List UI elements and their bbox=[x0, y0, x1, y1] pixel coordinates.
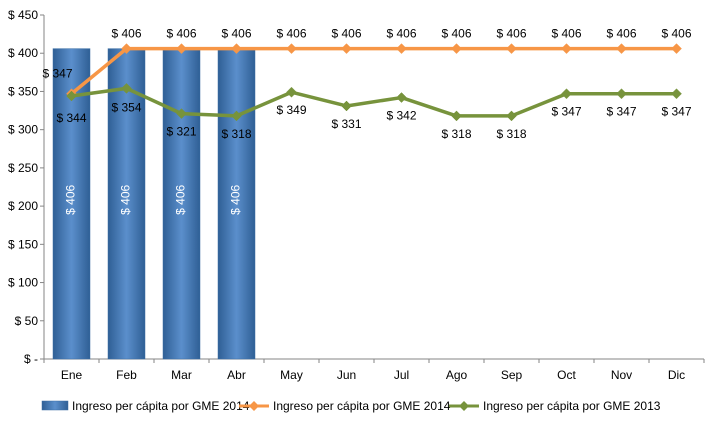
series-marker bbox=[121, 83, 132, 94]
legend-label: Ingreso per cápita por GME 2013 bbox=[483, 399, 661, 413]
x-tick-label: Sep bbox=[501, 368, 523, 382]
line-data-label: $ 349 bbox=[276, 103, 306, 117]
series-marker bbox=[616, 88, 627, 100]
series-line bbox=[70, 46, 677, 96]
x-tick-label: Mar bbox=[171, 368, 192, 382]
line-data-label: $ 347 bbox=[551, 105, 581, 119]
x-tick-label: Jun bbox=[337, 368, 356, 382]
bar bbox=[107, 48, 146, 360]
y-tick-label: $ 150 bbox=[8, 237, 38, 251]
x-tick-label: May bbox=[280, 368, 303, 382]
series-marker bbox=[396, 43, 407, 54]
line-data-label: $ 342 bbox=[386, 109, 416, 123]
series-marker bbox=[231, 110, 242, 122]
series-marker bbox=[616, 43, 627, 54]
axes: $ - $ 50 $ 100 $ 150 $ 200 $ 250 $ 300 $ 350 $ 4… bbox=[8, 8, 705, 382]
x-tick-label: Dic bbox=[668, 368, 685, 382]
y-tick-label: $ - bbox=[24, 352, 38, 366]
series-marker bbox=[671, 43, 682, 54]
series-marker bbox=[561, 88, 572, 100]
series-marker bbox=[396, 92, 407, 103]
x-tick-label: Abr bbox=[227, 368, 246, 382]
series-marker bbox=[176, 108, 187, 119]
series-marker bbox=[451, 43, 462, 54]
series-marker bbox=[561, 43, 572, 54]
legend-label: Ingreso per cápita por GME 2014 bbox=[273, 399, 451, 413]
line-data-label: $ 406 bbox=[386, 27, 416, 41]
x-tick-label: Ene bbox=[61, 368, 83, 382]
legend-label: Ingreso per cápita por GME 2014 bbox=[72, 399, 250, 413]
series-marker bbox=[671, 88, 682, 100]
series-marker bbox=[66, 90, 77, 102]
legend: Ingreso per cápita por GME 2014 Ingreso p… bbox=[41, 399, 661, 413]
y-tick-label: $ 50 bbox=[15, 314, 39, 328]
line-data-label: $ 354 bbox=[111, 100, 141, 114]
bar-data-label: $ 406 bbox=[64, 184, 78, 214]
series-marker bbox=[121, 43, 132, 54]
line-data-label: $ 406 bbox=[661, 27, 691, 41]
x-tick-label: Feb bbox=[116, 368, 137, 382]
series-marker bbox=[506, 110, 517, 122]
y-tick-label: $ 450 bbox=[8, 8, 38, 22]
legend-item: Ingreso per cápita por GME 2014 bbox=[239, 399, 451, 413]
legend-item: Ingreso per cápita por GME 2014 bbox=[41, 399, 250, 413]
y-tick-label: $ 250 bbox=[8, 161, 38, 175]
line-data-label: $ 347 bbox=[661, 105, 691, 119]
y-tick-label: $ 300 bbox=[8, 123, 38, 137]
series-marker bbox=[286, 86, 297, 98]
x-tick-label: Ago bbox=[446, 368, 468, 382]
bar-data-label: $ 406 bbox=[174, 184, 188, 214]
series-marker bbox=[286, 43, 297, 54]
line-data-label: $ 406 bbox=[221, 27, 251, 41]
bar bbox=[162, 48, 201, 360]
series-line bbox=[71, 86, 677, 118]
line-data-label: $ 318 bbox=[221, 127, 251, 141]
y-tick-label: $ 100 bbox=[8, 276, 38, 290]
series-marker bbox=[231, 43, 242, 54]
series-marker bbox=[341, 100, 352, 112]
line-data-label: $ 406 bbox=[276, 27, 306, 41]
line-data-label: $ 331 bbox=[331, 117, 361, 131]
series-marker bbox=[341, 43, 352, 54]
x-tick-label: Nov bbox=[611, 368, 632, 382]
line-data-label: $ 406 bbox=[331, 27, 361, 41]
legend-marker bbox=[459, 401, 469, 411]
bar-data-label: $ 406 bbox=[119, 184, 133, 214]
line-data-label: $ 406 bbox=[441, 27, 471, 41]
series-marker bbox=[506, 43, 517, 54]
line-data-label: $ 318 bbox=[496, 127, 526, 141]
line-series: $ 347 $ 406 $ 406 $ 406 $ 406 $ 406 $ 406 $ 406… bbox=[42, 27, 691, 141]
line-data-label: $ 321 bbox=[166, 125, 196, 139]
x-tick-label: Jul bbox=[394, 368, 409, 382]
line-data-label: $ 406 bbox=[496, 27, 526, 41]
y-tick-label: $ 350 bbox=[8, 84, 38, 98]
line-data-label: $ 406 bbox=[166, 27, 196, 41]
series-marker bbox=[176, 43, 187, 54]
line-data-label: $ 318 bbox=[441, 127, 471, 141]
legend-marker bbox=[249, 401, 259, 411]
line-data-label: $ 347 bbox=[42, 67, 72, 81]
line-data-label: $ 406 bbox=[111, 27, 141, 41]
bar-series: $ 406 $ 406 $ 406 $ 406 bbox=[52, 48, 256, 360]
line-data-label: $ 406 bbox=[551, 27, 581, 41]
y-tick-label: $ 400 bbox=[8, 46, 38, 60]
bar-data-label: $ 406 bbox=[229, 184, 243, 214]
x-tick-label: Oct bbox=[557, 368, 576, 382]
line-data-label: $ 406 bbox=[606, 27, 636, 41]
legend-swatch bbox=[41, 400, 69, 411]
line-data-label: $ 344 bbox=[56, 111, 86, 125]
legend-item: Ingreso per cápita por GME 2013 bbox=[449, 399, 661, 413]
series-marker bbox=[451, 110, 462, 122]
line-data-label: $ 347 bbox=[606, 105, 636, 119]
y-tick-label: $ 200 bbox=[8, 199, 38, 213]
